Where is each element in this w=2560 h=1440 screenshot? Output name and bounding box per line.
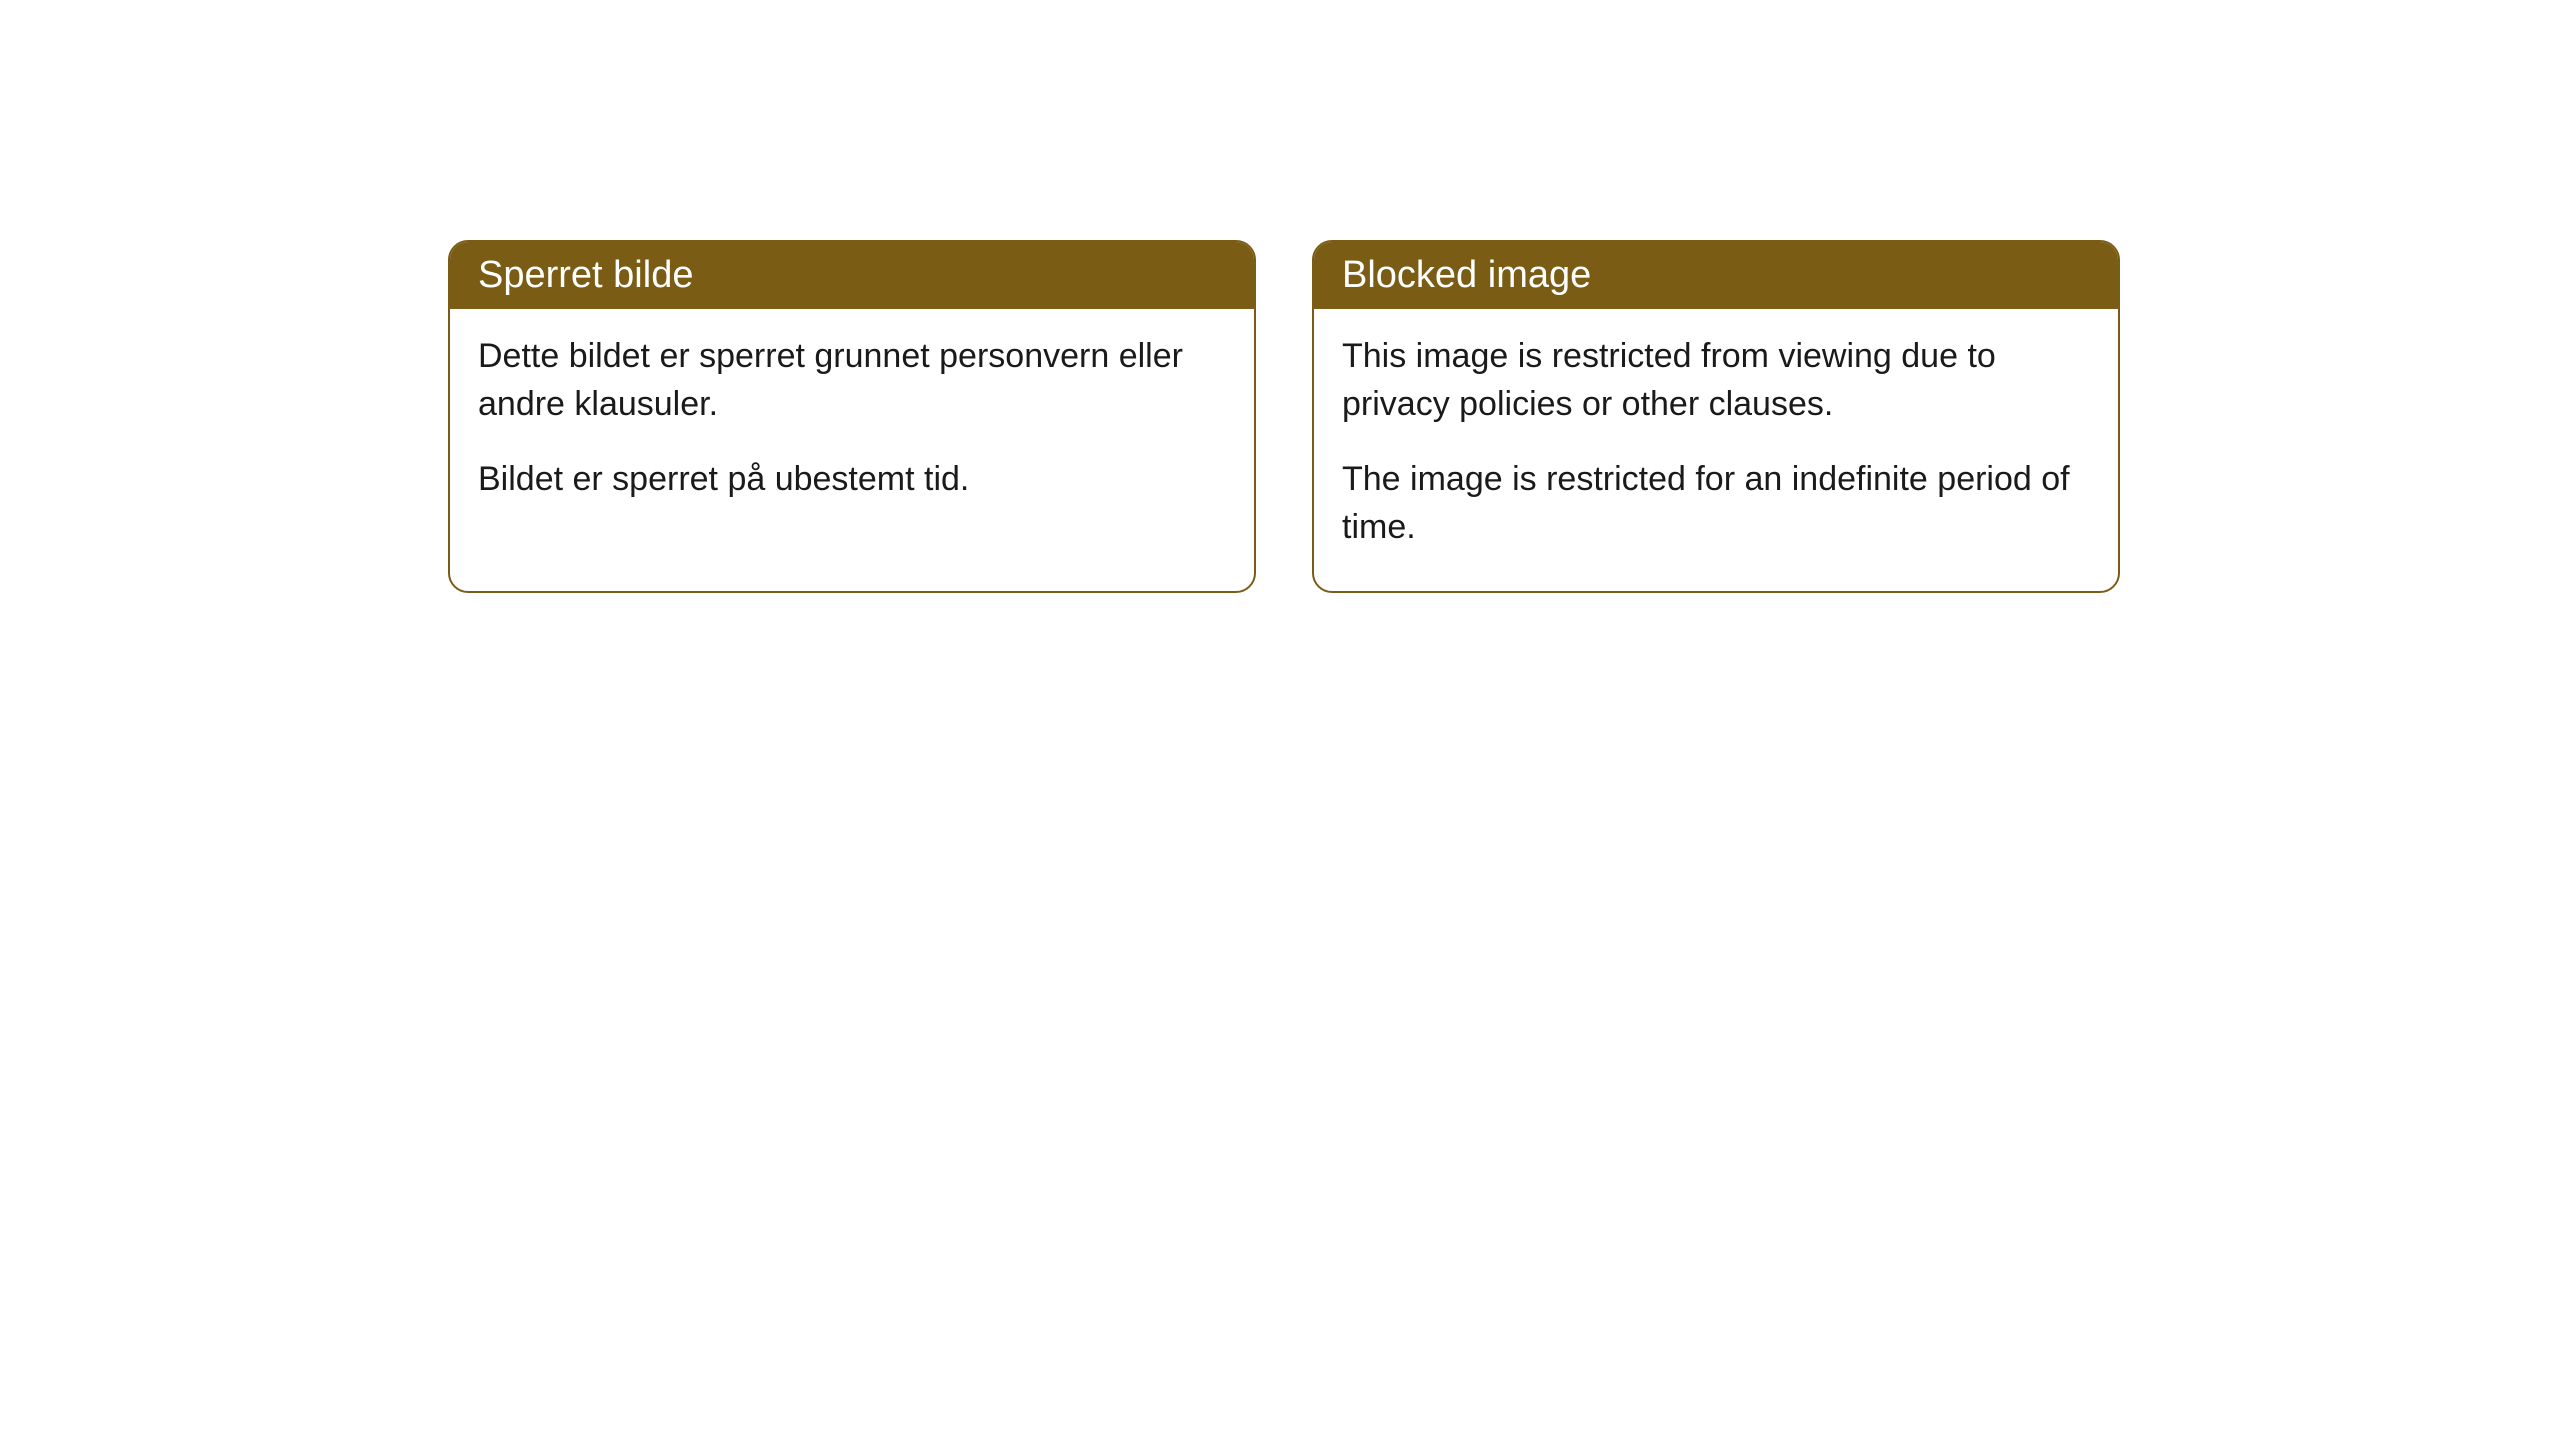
notice-card-norwegian: Sperret bilde Dette bildet er sperret gr… [448, 240, 1256, 593]
card-paragraph: Dette bildet er sperret grunnet personve… [478, 333, 1226, 428]
card-paragraph: Bildet er sperret på ubestemt tid. [478, 456, 1226, 504]
card-header: Blocked image [1314, 242, 2118, 309]
notice-cards-container: Sperret bilde Dette bildet er sperret gr… [448, 240, 2120, 593]
card-body: This image is restricted from viewing du… [1314, 309, 2118, 591]
card-title: Sperret bilde [478, 254, 693, 296]
notice-card-english: Blocked image This image is restricted f… [1312, 240, 2120, 593]
card-header: Sperret bilde [450, 242, 1254, 309]
card-paragraph: This image is restricted from viewing du… [1342, 333, 2090, 428]
card-title: Blocked image [1342, 254, 1591, 296]
card-body: Dette bildet er sperret grunnet personve… [450, 309, 1254, 544]
card-paragraph: The image is restricted for an indefinit… [1342, 456, 2090, 551]
